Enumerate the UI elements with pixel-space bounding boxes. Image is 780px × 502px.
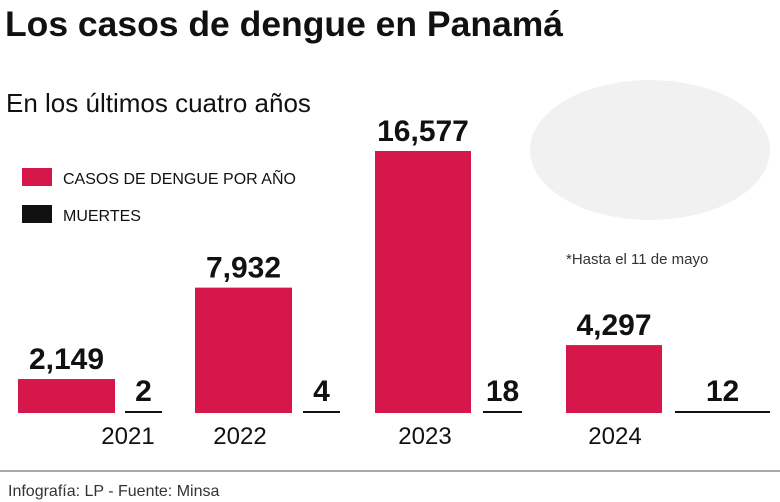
x-tick-label: 2021 [101,423,154,450]
deaths-bar [125,411,162,413]
value-label: 4 [313,375,330,408]
chart-subtitle: En los últimos cuatro años [6,88,311,118]
value-label: 18 [486,375,519,408]
chart-title: Los casos de dengue en Panamá [5,5,564,44]
deaths-bar [303,411,340,413]
x-tick-label: 2023 [398,423,451,450]
annotation: *Hasta el 11 de mayo [566,251,708,268]
legend-swatch [22,205,52,223]
deaths-bar [675,411,770,413]
deaths-bar [483,411,522,413]
legend-swatch [22,168,52,186]
x-tick-label: 2022 [213,423,266,450]
value-label: 16,577 [377,115,469,148]
cases-bar [375,151,471,413]
x-tick-label: 2024 [588,423,641,450]
legend-label: MUERTES [63,208,141,225]
cases-bar [18,379,115,413]
value-label: 2,149 [29,343,104,376]
value-label: 2 [135,375,152,408]
value-label: 7,932 [206,252,281,285]
cases-bar [566,345,662,413]
background-image [530,80,770,220]
source: Infografía: LP - Fuente: Minsa [8,483,219,500]
cases-bar [195,287,292,413]
value-label: 4,297 [576,309,651,342]
value-label: 12 [706,375,739,408]
legend-label: CASOS DE DENGUE POR AÑO [63,168,296,188]
